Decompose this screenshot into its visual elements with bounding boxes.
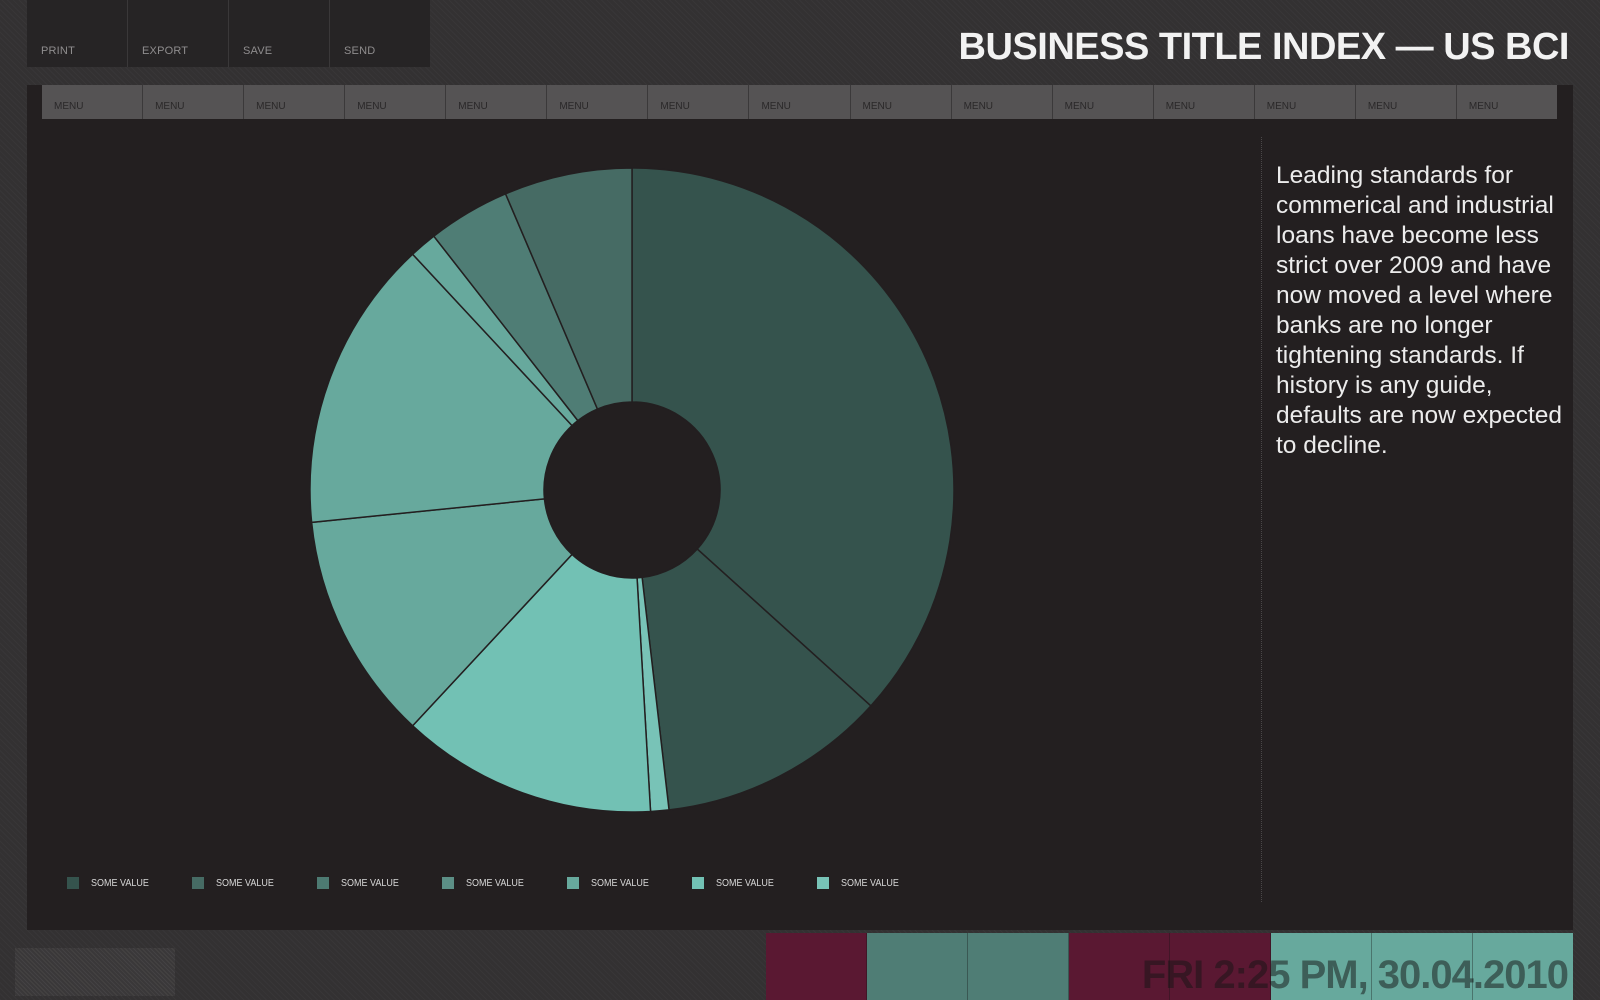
legend-swatch xyxy=(692,877,704,889)
legend-item: SOME VALUE xyxy=(692,877,817,889)
menu-item-6[interactable]: MENU xyxy=(547,85,649,119)
menu-item-label: MENU xyxy=(357,101,387,112)
menu-item-label: MENU xyxy=(1064,101,1095,112)
menu-item-2[interactable]: MENU xyxy=(143,85,245,119)
status-block xyxy=(1170,933,1271,1000)
menu-item-3[interactable]: MENU xyxy=(244,85,346,119)
donut-chart xyxy=(309,167,955,813)
menu-item-label: MENU xyxy=(1367,101,1398,112)
status-block xyxy=(766,933,867,1000)
legend-item: SOME VALUE xyxy=(67,877,192,889)
menu-item-label: MENU xyxy=(256,101,286,112)
menu-item-label: MENU xyxy=(1266,101,1297,112)
description-text: Leading standards for commerical and ind… xyxy=(1276,162,1563,459)
status-strip xyxy=(766,933,1573,1000)
legend-item: SOME VALUE xyxy=(317,877,442,889)
pie-slice-2 xyxy=(641,547,872,811)
legend-item: SOME VALUE xyxy=(442,877,567,889)
menu-bar: MENU MENU MENU MENU MENU MENU MENU MENU … xyxy=(42,85,1557,119)
menu-item-4[interactable]: MENU xyxy=(345,85,447,119)
menu-item-label: MENU xyxy=(1468,101,1499,112)
status-block xyxy=(1069,933,1170,1000)
pie-slice-6 xyxy=(309,253,574,524)
legend-item: SOME VALUE xyxy=(817,877,942,889)
menu-item-15[interactable]: MENU xyxy=(1456,85,1557,119)
toolbar: PRINT EXPORT SAVE SEND xyxy=(27,0,430,67)
menu-item-label: MENU xyxy=(761,101,791,112)
page-title: BUSINESS TITLE INDEX — US BCI xyxy=(958,26,1570,68)
status-block xyxy=(1271,933,1372,1000)
menu-item-label: MENU xyxy=(862,101,892,112)
legend-swatch xyxy=(442,877,454,889)
legend-label: SOME VALUE xyxy=(591,877,649,889)
pie-slice-4 xyxy=(411,553,652,813)
status-block xyxy=(1372,933,1473,1000)
main-panel: MENU MENU MENU MENU MENU MENU MENU MENU … xyxy=(27,85,1573,930)
export-button[interactable]: EXPORT xyxy=(128,0,229,67)
menu-item-1[interactable]: MENU xyxy=(42,85,144,119)
send-button-label: SEND xyxy=(344,45,376,57)
panel-divider xyxy=(1261,137,1262,902)
save-button[interactable]: SAVE xyxy=(229,0,330,67)
status-placeholder xyxy=(15,948,175,996)
menu-item-label: MENU xyxy=(458,101,488,112)
menu-item-12[interactable]: MENU xyxy=(1153,85,1255,119)
legend-swatch xyxy=(567,877,579,889)
legend-swatch xyxy=(317,877,329,889)
menu-item-10[interactable]: MENU xyxy=(951,85,1053,119)
legend-swatch xyxy=(192,877,204,889)
menu-item-label: MENU xyxy=(559,101,589,112)
pie-slice-9 xyxy=(504,167,633,411)
legend-swatch xyxy=(67,877,79,889)
menu-item-label: MENU xyxy=(660,101,690,112)
menu-item-5[interactable]: MENU xyxy=(446,85,548,119)
pie-slice-1 xyxy=(631,167,955,707)
menu-item-label: MENU xyxy=(963,101,994,112)
status-block xyxy=(968,933,1069,1000)
legend-label: SOME VALUE xyxy=(466,877,524,889)
send-button[interactable]: SEND xyxy=(330,0,430,67)
chart-legend: SOME VALUE SOME VALUE SOME VALUE SOME VA… xyxy=(67,877,942,889)
menu-item-13[interactable]: MENU xyxy=(1254,85,1356,119)
legend-label: SOME VALUE xyxy=(91,877,149,889)
menu-item-label: MENU xyxy=(155,101,185,112)
legend-label: SOME VALUE xyxy=(216,877,274,889)
datetime-display: FRI 2:25 PM, 30.04.2010 xyxy=(1141,953,1569,997)
save-button-label: SAVE xyxy=(243,45,273,57)
menu-item-7[interactable]: MENU xyxy=(648,85,750,119)
print-button[interactable]: PRINT xyxy=(27,0,128,67)
status-block xyxy=(1473,933,1573,1000)
export-button-label: EXPORT xyxy=(142,45,189,57)
legend-label: SOME VALUE xyxy=(716,877,774,889)
legend-label: SOME VALUE xyxy=(841,877,899,889)
pie-slice-5 xyxy=(310,498,574,727)
menu-item-label: MENU xyxy=(54,101,84,112)
legend-label: SOME VALUE xyxy=(341,877,399,889)
menu-item-9[interactable]: MENU xyxy=(850,85,952,119)
legend-item: SOME VALUE xyxy=(192,877,317,889)
legend-swatch xyxy=(817,877,829,889)
menu-item-8[interactable]: MENU xyxy=(749,85,851,119)
menu-item-11[interactable]: MENU xyxy=(1052,85,1154,119)
menu-item-label: MENU xyxy=(1165,101,1196,112)
legend-item: SOME VALUE xyxy=(567,877,692,889)
status-block xyxy=(867,933,968,1000)
print-button-label: PRINT xyxy=(41,45,75,57)
menu-item-14[interactable]: MENU xyxy=(1355,85,1457,119)
